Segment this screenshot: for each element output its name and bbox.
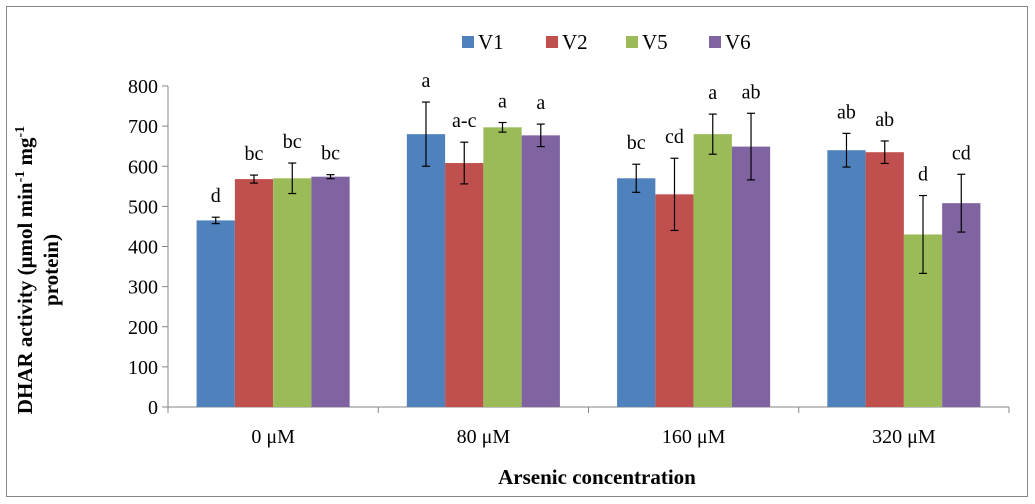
significance-label: d [211, 185, 221, 207]
legend-label-v2: V2 [562, 30, 588, 54]
y-axis-title-main: DHAR activity (μmol min [13, 182, 37, 414]
y-tick-label: 100 [128, 357, 158, 379]
bar-v5 [693, 134, 732, 407]
significance-label: bc [627, 132, 646, 154]
legend-label-v5: V5 [642, 30, 668, 54]
significance-label: ab [742, 81, 761, 103]
y-axis-title-mg: mg [13, 137, 37, 171]
significance-label: cd [665, 126, 684, 148]
significance-label: ab [875, 109, 894, 131]
significance-label: a [498, 91, 507, 113]
x-axis-title: Arsenic concentration [498, 465, 696, 489]
bar-v2 [234, 179, 274, 407]
bar-v1 [406, 134, 446, 407]
significance-label: cd [952, 142, 971, 164]
legend-label-v6: V6 [725, 30, 751, 54]
y-tick-label: 200 [128, 317, 158, 339]
bars [196, 127, 981, 408]
y-tick-label: 400 [128, 237, 158, 259]
significance-labels: d a bc ab bc a-c cd ab bc a a d bc a ab cd [211, 70, 971, 207]
bar-v2 [865, 152, 904, 407]
y-axis-title: DHAR activity (μmol min-1 mg-1 protein) [13, 126, 63, 414]
legend: V1 V2 V5 V6 [462, 30, 751, 54]
legend-label-v1: V1 [478, 30, 504, 54]
legend-swatch-v6 [709, 36, 721, 48]
significance-label: d [918, 164, 928, 186]
y-axis: 0 100 200 300 400 500 600 700 800 [128, 76, 169, 419]
y-tick-label: 800 [128, 76, 158, 98]
x-tick-label: 160 μM [662, 426, 726, 448]
bar-v2 [445, 163, 484, 407]
significance-label: a [422, 70, 431, 92]
y-tick-label: 0 [148, 397, 158, 419]
y-axis-title-line2: protein) [39, 234, 63, 306]
significance-label: bc [283, 131, 302, 153]
svg-text:DHAR activity (μmol min-1 mg-1: DHAR activity (μmol min-1 mg-1 [13, 126, 37, 414]
significance-label: ab [837, 101, 856, 123]
bar-v6 [311, 176, 350, 407]
bar-v6 [731, 146, 771, 407]
y-axis-title-sup2: -1 [13, 126, 28, 138]
significance-label: bc [245, 143, 264, 165]
legend-swatch-v5 [626, 36, 638, 48]
x-tick-label: 80 μM [457, 426, 511, 448]
y-tick-label: 300 [128, 277, 158, 299]
x-tick-label: 320 μM [872, 426, 936, 448]
significance-label: a-c [452, 110, 477, 132]
significance-label: bc [321, 143, 340, 165]
y-axis-title-sup1: -1 [13, 171, 28, 183]
legend-swatch-v1 [462, 36, 474, 48]
bar-v1 [827, 150, 866, 407]
bar-v6 [521, 135, 560, 407]
y-tick-label: 500 [128, 196, 158, 218]
error-bars [211, 101, 966, 274]
bar-v5 [483, 127, 522, 408]
bar-v1 [617, 178, 656, 407]
legend-swatch-v2 [546, 36, 558, 48]
x-tick-label: 0 μM [251, 426, 295, 448]
bar-v6 [942, 203, 981, 407]
bar-v5 [273, 178, 312, 407]
bar-v1 [196, 220, 235, 407]
significance-label: a [536, 92, 545, 114]
y-tick-label: 700 [128, 116, 158, 138]
significance-label: a [708, 82, 717, 104]
y-tick-label: 600 [128, 156, 158, 178]
